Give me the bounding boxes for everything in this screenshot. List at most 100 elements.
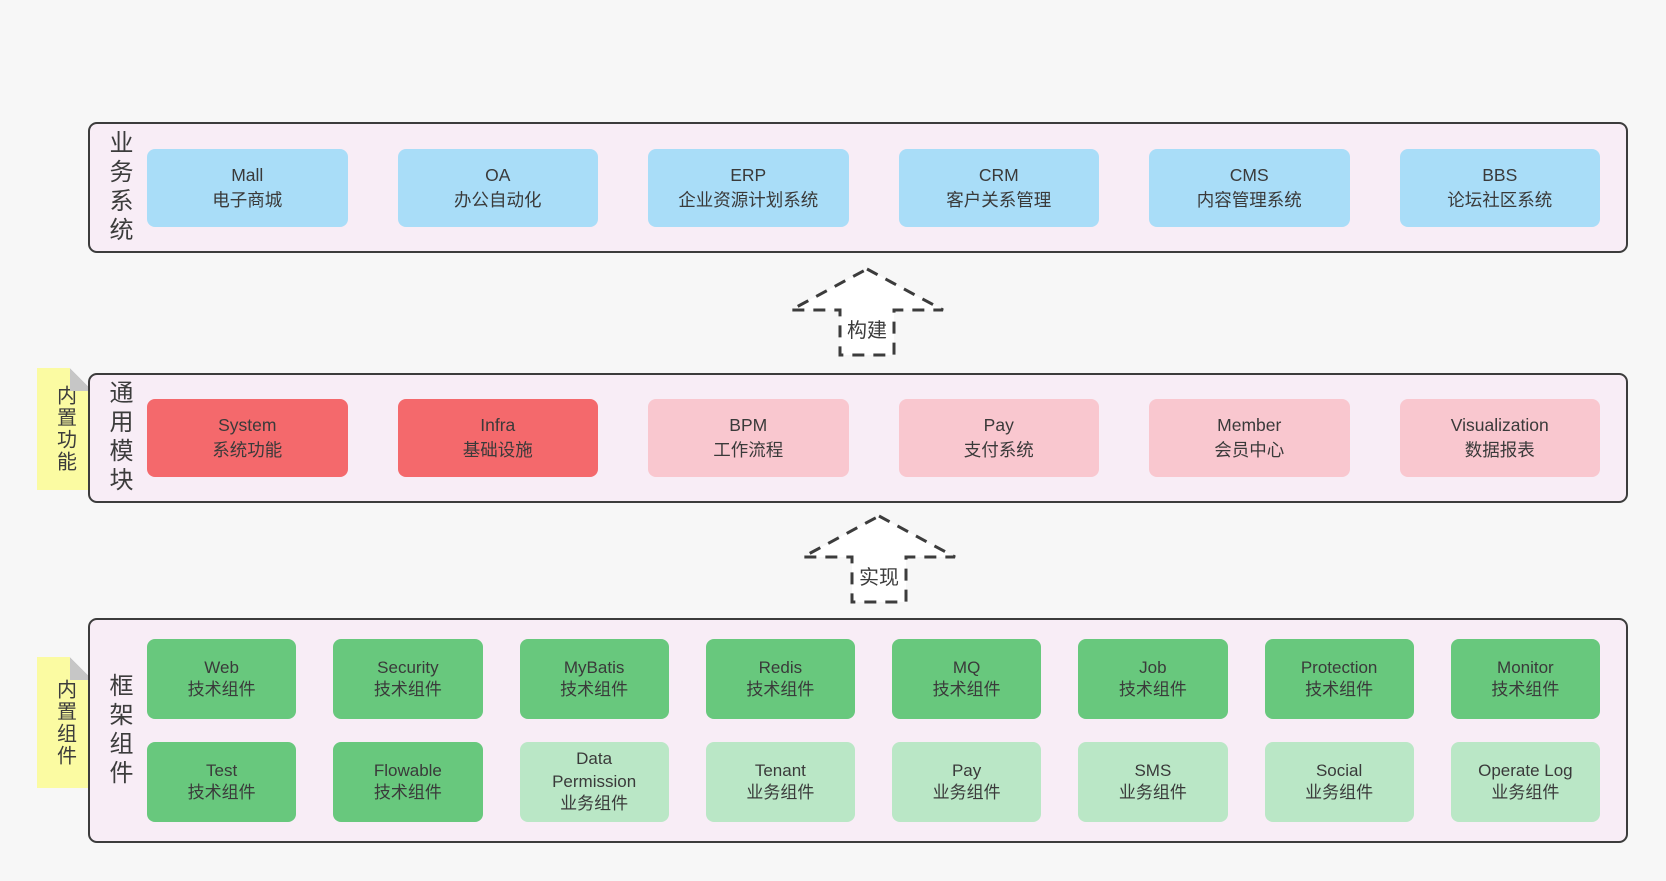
- box-job: Job 技术组件: [1078, 639, 1228, 719]
- box-name: Protection: [1300, 657, 1378, 677]
- box-subtitle: 技术组件: [187, 783, 256, 802]
- box-name: Visualization: [1450, 415, 1549, 436]
- layer-business-systems-label: 业务系统: [105, 129, 132, 246]
- box-name: ERP: [730, 164, 767, 185]
- layer-business-systems: 业务系统 Mall 电子商城 OA 办公自动化 ERP 企业资源计划系统 CRM…: [88, 122, 1628, 253]
- box-subtitle: 技术组件: [746, 680, 815, 699]
- box-subtitle: 技术组件: [187, 680, 256, 699]
- box-flowable: Flowable 技术组件: [333, 742, 483, 822]
- box-monitor: Monitor 技术组件: [1450, 639, 1600, 719]
- box-subtitle: 办公自动化: [454, 189, 542, 210]
- box-name: Infra: [480, 415, 516, 436]
- note-builtin-features-label: 内置功能: [53, 385, 76, 473]
- box-subtitle: 工作流程: [713, 440, 784, 460]
- box-oa: OA 办公自动化: [397, 148, 598, 227]
- box-test: Test 技术组件: [147, 742, 297, 822]
- box-tenant: Tenant 业务组件: [705, 742, 855, 822]
- box-name: Mall: [231, 164, 264, 185]
- box-subtitle: 业务组件: [932, 783, 1001, 802]
- box-infra: Infra 基础设施: [397, 399, 598, 477]
- modules-box-row: System 系统功能 Infra 基础设施 BPM 工作流程 Pay 支付系统…: [147, 375, 1600, 501]
- box-subtitle: 技术组件: [1491, 680, 1560, 699]
- box-subtitle: 技术组件: [560, 680, 629, 699]
- box-subtitle: 基础设施: [462, 440, 533, 460]
- box-mybatis: MyBatis 技术组件: [519, 639, 669, 719]
- arrow-implement: 实现: [800, 513, 958, 605]
- framework-box-grid: Web 技术组件 Security 技术组件 MyBatis 技术组件 Redi…: [147, 620, 1600, 841]
- box-subtitle: 技术组件: [1118, 680, 1187, 699]
- box-name: Data Permission: [552, 749, 637, 791]
- box-name: Flowable: [373, 760, 442, 780]
- box-name: BPM: [729, 415, 768, 436]
- box-social: Social 业务组件: [1264, 742, 1414, 822]
- layer-common-modules-label: 通用模块: [105, 380, 132, 496]
- box-subtitle: 业务组件: [1491, 783, 1560, 802]
- box-name: CRM: [978, 164, 1019, 185]
- box-mq: MQ 技术组件: [892, 639, 1042, 719]
- box-crm: CRM 客户关系管理: [898, 148, 1099, 227]
- box-subtitle: 业务组件: [560, 794, 629, 814]
- box-member: Member 会员中心: [1149, 399, 1350, 477]
- box-name: Member: [1217, 415, 1282, 436]
- box-protection: Protection 技术组件: [1264, 639, 1414, 719]
- box-sms: SMS 业务组件: [1078, 742, 1228, 822]
- box-visualization: Visualization 数据报表: [1399, 399, 1600, 477]
- box-system: System 系统功能: [147, 399, 348, 477]
- box-subtitle: 数据报表: [1464, 440, 1535, 460]
- box-name: OA: [485, 164, 511, 185]
- business-box-row: Mall 电子商城 OA 办公自动化 ERP 企业资源计划系统 CRM 客户关系…: [147, 124, 1600, 251]
- box-name: Tenant: [754, 760, 806, 780]
- box-data-permission: Data Permission 业务组件: [519, 742, 669, 822]
- box-name: Monitor: [1497, 657, 1554, 677]
- box-name: MyBatis: [563, 657, 625, 677]
- box-subtitle: 论坛社区系统: [1447, 189, 1553, 210]
- box-subtitle: 技术组件: [932, 680, 1001, 699]
- up-arrow-icon: [790, 267, 944, 357]
- box-security: Security 技术组件: [333, 639, 483, 719]
- box-name: CMS: [1229, 164, 1269, 185]
- box-name: Security: [377, 657, 439, 677]
- box-redis: Redis 技术组件: [705, 639, 855, 719]
- box-subtitle: 业务组件: [746, 783, 815, 802]
- box-subtitle: 内容管理系统: [1196, 189, 1302, 210]
- layer-common-modules: 通用模块 System 系统功能 Infra 基础设施 BPM 工作流程 Pay…: [88, 373, 1628, 503]
- box-subtitle: 技术组件: [373, 783, 442, 802]
- arrow-build-label: 构建: [844, 313, 890, 344]
- note-builtin-components: 内置组件: [37, 657, 93, 788]
- box-subtitle: 业务组件: [1118, 783, 1187, 802]
- box-mall: Mall 电子商城: [147, 148, 348, 227]
- box-subtitle: 企业资源计划系统: [678, 189, 819, 210]
- box-name: MQ: [952, 657, 981, 677]
- box-operate-log: Operate Log 业务组件: [1450, 742, 1600, 822]
- layer-framework-components-label: 框架组件: [105, 672, 132, 789]
- box-web: Web 技术组件: [147, 639, 297, 719]
- box-subtitle: 支付系统: [963, 440, 1034, 460]
- up-arrow-icon: [802, 514, 956, 604]
- box-name: BBS: [1482, 164, 1518, 185]
- box-pay-system: Pay 支付系统: [898, 399, 1099, 477]
- box-subtitle: 电子商城: [212, 189, 283, 210]
- note-builtin-components-label: 内置组件: [53, 678, 76, 767]
- box-name: Test: [206, 760, 238, 780]
- box-name: Web: [204, 657, 239, 677]
- arrow-build: 构建: [788, 266, 946, 358]
- box-subtitle: 技术组件: [373, 680, 442, 699]
- box-name: Job: [1139, 657, 1167, 677]
- box-name: Social: [1315, 760, 1363, 780]
- box-bbs: BBS 论坛社区系统: [1399, 148, 1600, 227]
- box-cms: CMS 内容管理系统: [1149, 148, 1350, 227]
- box-erp: ERP 企业资源计划系统: [648, 148, 849, 227]
- box-name: Redis: [758, 657, 803, 677]
- box-name: Pay: [951, 760, 982, 780]
- note-builtin-features: 内置功能: [37, 368, 93, 490]
- box-name: SMS: [1134, 760, 1172, 780]
- box-name: Pay: [983, 415, 1014, 436]
- box-subtitle: 技术组件: [1305, 680, 1374, 699]
- box-bpm: BPM 工作流程: [648, 399, 849, 477]
- box-subtitle: 业务组件: [1305, 783, 1374, 802]
- box-subtitle: 客户关系管理: [946, 189, 1052, 210]
- layer-framework-components: 框架组件 Web 技术组件 Security 技术组件 MyBatis 技术组件…: [88, 618, 1628, 843]
- box-name: Operate Log: [1478, 760, 1573, 780]
- box-subtitle: 会员中心: [1214, 440, 1285, 460]
